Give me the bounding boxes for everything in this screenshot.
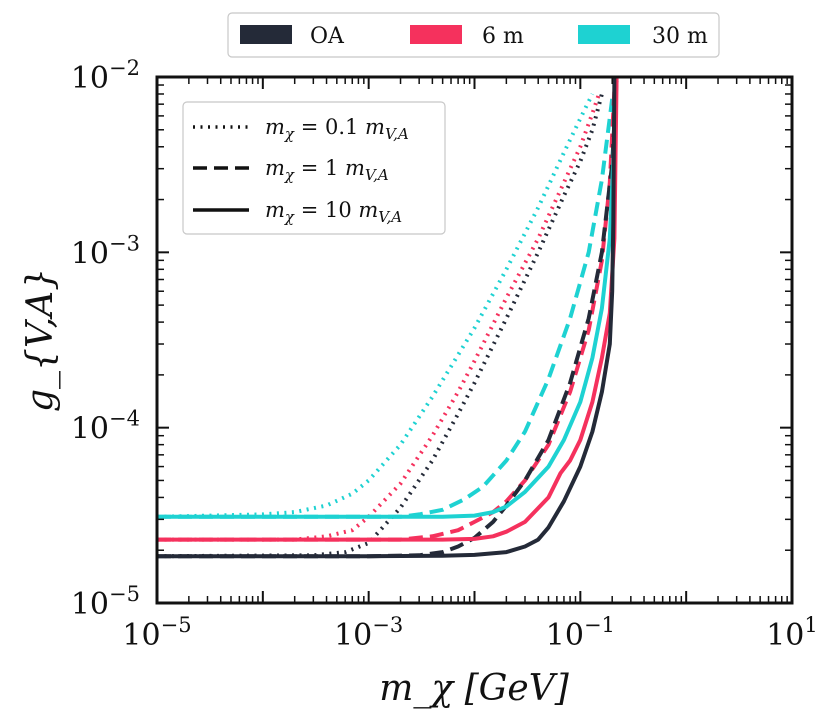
plot-frame (155, 75, 794, 605)
color-legend: OA 6 m 30 m (227, 12, 720, 58)
series-line-2 (157, 93, 604, 559)
legend-label-ratio-0.1: mχ = 0.1 mV,A (265, 115, 409, 143)
x-tick-labels: 10−5 10−3 10−1 101 (122, 613, 817, 653)
style-legend: mχ = 0.1 mV,A mχ = 1 mV,A mχ = 10 mV,A (182, 101, 446, 235)
x-tick-label-1e1: 101 (766, 613, 818, 653)
x-tick-label-1e-3: 10−3 (334, 613, 403, 653)
y-tick-labels: 10−5 10−4 10−3 10−2 (71, 56, 140, 622)
legend-label-ratio-10: mχ = 10 mV,A (265, 198, 402, 226)
y-tick-label-1e-2: 10−2 (71, 56, 140, 96)
y-tick-label-1e-3: 10−3 (71, 231, 140, 271)
y-tick-label-1e-4: 10−4 (71, 407, 140, 447)
legend-swatch-30m (578, 25, 630, 44)
y-axis-label: g_{V,A} (20, 268, 61, 412)
series-line-6 (157, 77, 618, 519)
legend-swatch-oa (240, 25, 292, 44)
legend-swatch-6m (410, 25, 462, 44)
style-legend-frame (182, 101, 446, 235)
x-tick-label-1e-5: 10−5 (122, 613, 191, 653)
y-tick-label-1e-5: 10−5 (71, 582, 140, 622)
legend-label-ratio-1: mχ = 1 mV,A (265, 156, 389, 184)
series-layer (157, 77, 619, 559)
color-legend-frame (227, 12, 720, 58)
series-line-8 (157, 77, 617, 559)
legend-label-oa: OA (310, 24, 345, 49)
series-line-7 (157, 77, 619, 542)
series-line-3 (157, 98, 615, 519)
x-tick-label-1e-1: 10−1 (546, 613, 615, 653)
legend-label-30m: 30 m (652, 24, 708, 49)
legend-label-6m: 6 m (482, 24, 524, 49)
x-axis-label: m_χ [GeV] (379, 668, 570, 709)
